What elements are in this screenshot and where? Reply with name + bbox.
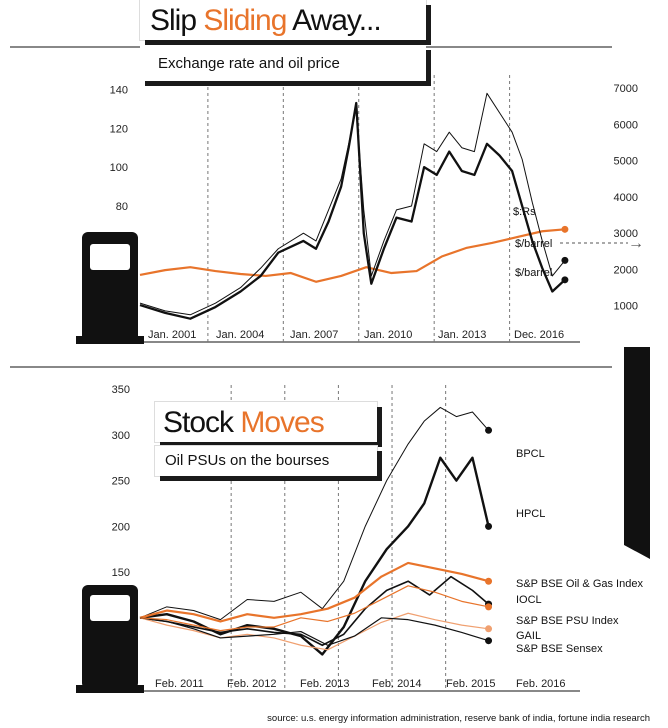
y-tick: 200 [112,521,130,533]
series-line-iocl [139,575,490,647]
series-endpoint [485,603,493,611]
series-label-barrel: $/barrel [515,267,552,279]
y-tick-right: 5000 [614,156,638,168]
bottom-subtitle-box [155,446,377,476]
series-line-s-p-bse-oil-gas-index [139,561,489,623]
y-tick: 300 [112,430,130,442]
x-tick-label: Feb. 2014 [372,678,422,690]
series-line-barrel [139,92,566,316]
series-line-s-p-bse-psu-index [139,612,489,651]
x-tick-label: Jan. 2013 [438,329,486,341]
x-tick-label: Feb. 2016 [516,678,566,690]
series-label-hpcl: HPCL [516,508,545,520]
black-side-bar [624,347,650,545]
series-endpoint [561,256,569,264]
series-endpoint [485,522,493,530]
series-endpoint [561,276,569,284]
series-line-gail [139,617,489,646]
series-label-barrel: $/barrel [515,238,552,250]
series-label-bpcl: BPCL [516,448,545,460]
right-arrow-icon: → [628,235,644,252]
bottom-title-box [155,402,377,442]
series-line-s-p-bse-sensex [139,585,489,632]
y-tick-left: 100 [110,162,128,174]
x-tick-label: Jan. 2010 [364,329,412,341]
series-label-s-p-bse-oil-gas-index: S&P BSE Oil & Gas Index [516,578,643,590]
x-tick-label: Jan. 2007 [290,329,338,341]
series-line-barrel [139,101,566,320]
y-tick-right: 4000 [614,192,638,204]
x-tick-label: Feb. 2015 [446,678,496,690]
x-tick-label: Feb. 2011 [155,678,204,690]
series-endpoint [485,637,493,645]
series-label-rs: $:Rs [513,206,536,218]
y-tick-left: 140 [110,84,128,96]
top-subtitle-box [140,45,426,81]
x-tick-label: Feb. 2013 [300,678,350,690]
fuel-pump-icon-2 [76,585,144,693]
fuel-pump-icon [76,232,144,344]
y-tick: 150 [112,567,130,579]
y-tick-right: 6000 [614,119,638,131]
series-line-bpcl [139,406,489,621]
series-endpoint [561,225,569,233]
series-label-iocl: IOCL [516,594,542,606]
y-tick-right: 1000 [614,301,638,313]
top-title-box [140,0,426,40]
source-note: source: u.s. energy information administ… [267,713,650,724]
x-tick-label: Dec. 2016 [514,329,564,341]
series-label-gail: GAIL [516,630,541,642]
y-tick-left: 80 [116,201,128,213]
exchange-oil-chart: 20406080100120140 1000200030004000500060… [10,46,644,344]
y-tick-right: 2000 [614,264,638,276]
side-bar-tip [624,545,650,559]
series-endpoint [485,426,493,434]
series-label-s-p-bse-psu-index: S&P BSE PSU Index [516,615,619,627]
series-endpoint [485,577,493,585]
y-tick-right: 3000 [614,228,638,240]
x-tick-label: Feb. 2012 [227,678,277,690]
y-tick: 350 [112,384,130,396]
top-chart-subtitle: Exchange rate and oil price [158,55,340,72]
x-tick-label: Jan. 2001 [148,329,196,341]
top-chart-title: Slip Sliding Away... [150,4,382,37]
y-tick-right: 7000 [614,83,638,95]
series-endpoint [485,625,493,633]
series-line-rs [139,228,566,283]
y-tick: 250 [112,476,130,488]
bottom-chart-subtitle: Oil PSUs on the bourses [165,452,330,469]
y-tick-left: 120 [110,123,128,135]
series-label-s-p-bse-sensex: S&P BSE Sensex [516,643,603,655]
x-tick-label: Jan. 2004 [216,329,264,341]
bottom-chart-title: Stock Moves [163,406,325,439]
